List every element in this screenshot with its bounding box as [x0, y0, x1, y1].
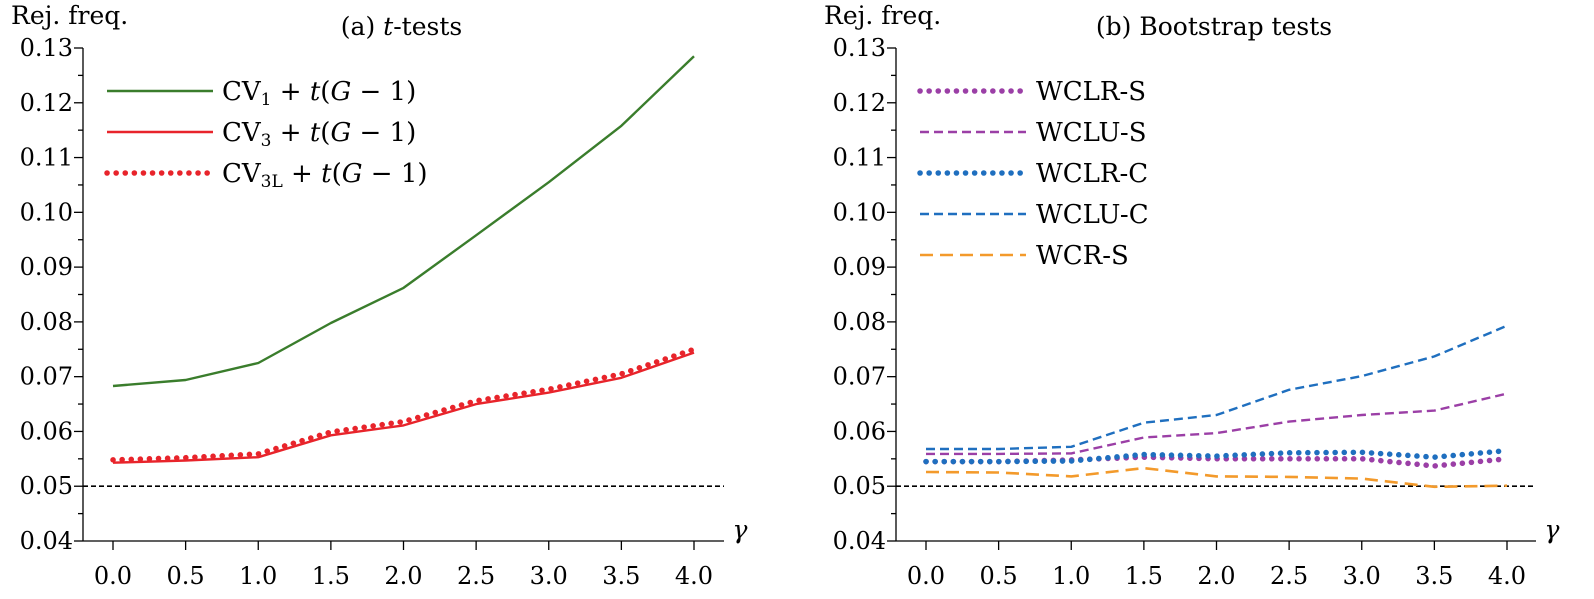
y-tick-label: 0.05 — [833, 472, 886, 500]
x-tick-label: 2.5 — [457, 562, 495, 590]
chart-title: (a) t-tests — [341, 12, 462, 41]
y-axis-label: Rej. freq. — [11, 1, 128, 30]
legend-label: CV3L + t(G − 1) — [222, 159, 428, 192]
x-tick-label: 3.5 — [1415, 562, 1453, 590]
y-tick-label: 0.10 — [20, 198, 73, 226]
y-tick-label: 0.07 — [20, 363, 73, 391]
x-tick-label: 0.0 — [907, 562, 945, 590]
y-tick-label: 0.12 — [20, 89, 73, 117]
legend-label: CV1 + t(G − 1) — [222, 77, 416, 110]
legend-label: WCLR-C — [1036, 159, 1148, 189]
y-tick-label: 0.06 — [833, 417, 886, 445]
series-line-cv3-t-g-1- — [112, 351, 695, 464]
series-line-cv1-t-g-1- — [112, 55, 695, 388]
x-tick-label: 1.5 — [1125, 562, 1163, 590]
y-tick-label: 0.05 — [20, 472, 73, 500]
x-tick-label: 0.0 — [94, 562, 132, 590]
x-tick-label: 3.0 — [530, 562, 568, 590]
y-tick-label: 0.08 — [20, 308, 73, 336]
x-axis-label: γ — [1545, 515, 1560, 544]
chart-title: (b) Bootstrap tests — [1096, 12, 1332, 41]
x-tick-label: 1.0 — [1052, 562, 1090, 590]
x-tick-label: 0.5 — [980, 562, 1018, 590]
x-tick-label: 3.0 — [1343, 562, 1381, 590]
y-tick-label: 0.13 — [20, 34, 73, 62]
x-tick-label: 0.5 — [167, 562, 205, 590]
x-tick-label: 4.0 — [1488, 562, 1526, 590]
series-line-wclu-s — [926, 392, 1508, 456]
x-axis-label: γ — [733, 515, 748, 544]
legend-label: WCLR-S — [1036, 77, 1146, 107]
y-tick-label: 0.09 — [20, 253, 73, 281]
y-tick-label: 0.11 — [20, 144, 73, 172]
series-line-wcr-s — [925, 466, 1508, 489]
y-tick-label: 0.04 — [833, 527, 886, 555]
y-tick-label: 0.12 — [833, 89, 886, 117]
y-tick-label: 0.10 — [833, 198, 886, 226]
legend-label: WCLU-C — [1036, 200, 1149, 230]
y-axis-label: Rej. freq. — [824, 1, 941, 30]
x-tick-label: 1.5 — [312, 562, 350, 590]
y-tick-label: 0.04 — [20, 527, 73, 555]
x-tick-label: 2.0 — [1197, 562, 1235, 590]
x-tick-label: 2.0 — [384, 562, 422, 590]
series-line-cv3l-t-g-1- — [110, 346, 697, 463]
y-tick-label: 0.07 — [833, 363, 886, 391]
y-tick-label: 0.13 — [833, 34, 886, 62]
legend-label: CV3 + t(G − 1) — [222, 118, 416, 151]
y-tick-label: 0.06 — [20, 417, 73, 445]
series-line-wclr-c — [923, 447, 1510, 465]
legend-label: WCLU-S — [1036, 118, 1147, 148]
y-tick-label: 0.11 — [833, 144, 886, 172]
x-tick-label: 1.0 — [239, 562, 277, 590]
y-tick-label: 0.09 — [833, 253, 886, 281]
x-tick-label: 2.5 — [1270, 562, 1308, 590]
legend-label: WCR-S — [1036, 241, 1129, 271]
y-tick-label: 0.08 — [833, 308, 886, 336]
x-tick-label: 4.0 — [675, 562, 713, 590]
panel-a: 0.04 0.05 0.06 0.07 0.08 0.09 0.10 0.11 0.12 0.13… — [11, 1, 748, 590]
panel-b: 0.04 0.05 0.06 0.07 0.08 0.09 0.10 0.11 0.12 0.13… — [824, 1, 1560, 590]
x-tick-label: 3.5 — [602, 562, 640, 590]
series-line-wclu-c — [926, 324, 1508, 451]
